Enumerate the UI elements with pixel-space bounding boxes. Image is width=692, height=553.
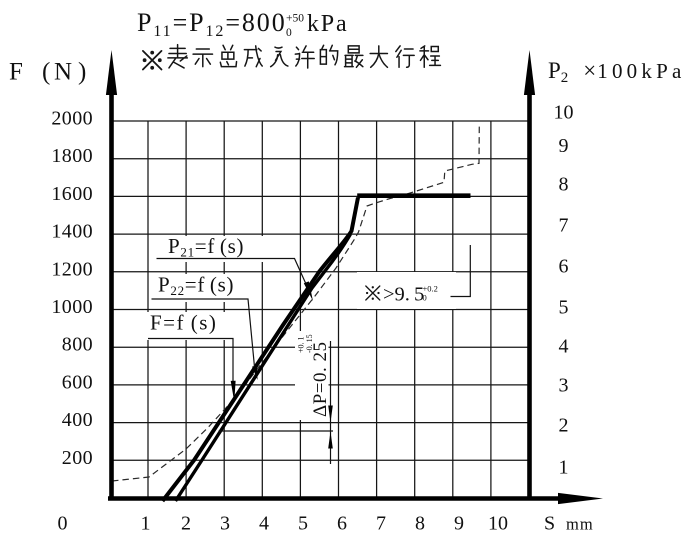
svg-text:>9. 5: >9. 5 — [383, 284, 424, 306]
svg-text:4: 4 — [559, 336, 569, 358]
svg-text:0: 0 — [423, 293, 427, 303]
svg-text:5: 5 — [559, 297, 569, 319]
svg-text:ΔP=0. 25: ΔP=0. 25 — [310, 341, 331, 417]
svg-text:1200: 1200 — [51, 258, 93, 280]
svg-text:800: 800 — [62, 334, 93, 356]
svg-text:S: S — [544, 513, 555, 535]
svg-text:5: 5 — [298, 513, 308, 535]
svg-text:1400: 1400 — [51, 221, 93, 243]
svg-text:3: 3 — [559, 375, 569, 397]
svg-text:1000: 1000 — [51, 296, 93, 318]
svg-text:8: 8 — [415, 513, 425, 535]
svg-text:P21=f (s): P21=f (s) — [168, 234, 244, 260]
svg-text:1: 1 — [141, 513, 151, 535]
svg-text:(: ( — [42, 59, 50, 86]
svg-text:-0. 15: -0. 15 — [305, 334, 314, 353]
svg-text:9: 9 — [454, 513, 464, 535]
svg-text:6: 6 — [559, 256, 569, 278]
svg-text:+0. 1: +0. 1 — [297, 336, 306, 353]
svg-text:3: 3 — [220, 513, 230, 535]
svg-text:8: 8 — [559, 174, 569, 196]
svg-text:+50: +50 — [286, 13, 304, 25]
svg-text:9: 9 — [559, 135, 569, 157]
svg-text:P22=f (s): P22=f (s) — [158, 273, 234, 299]
svg-text:mm: mm — [566, 515, 594, 534]
svg-text:0: 0 — [58, 513, 68, 535]
svg-text:2000: 2000 — [51, 108, 93, 130]
svg-text:7: 7 — [559, 215, 569, 237]
svg-text:4: 4 — [259, 513, 269, 535]
svg-text:10: 10 — [554, 102, 574, 124]
svg-text:6: 6 — [337, 513, 347, 535]
svg-text:600: 600 — [62, 371, 93, 393]
svg-text:400: 400 — [62, 409, 93, 431]
svg-text:10: 10 — [488, 513, 508, 535]
svg-text:200: 200 — [62, 447, 93, 469]
svg-text:F=f (s): F=f (s) — [150, 311, 217, 335]
svg-text:): ) — [78, 59, 86, 86]
svg-text:2: 2 — [181, 513, 191, 535]
svg-text:kPa: kPa — [307, 11, 348, 37]
svg-text:2: 2 — [559, 415, 569, 437]
svg-text:F: F — [9, 59, 23, 86]
svg-text:+0.2: +0.2 — [423, 284, 438, 294]
svg-text:N: N — [54, 59, 72, 86]
svg-text:0: 0 — [286, 27, 292, 39]
svg-text:1600: 1600 — [51, 183, 93, 205]
svg-text:7: 7 — [376, 513, 386, 535]
svg-text:1: 1 — [559, 457, 569, 479]
svg-text:1800: 1800 — [51, 145, 93, 167]
